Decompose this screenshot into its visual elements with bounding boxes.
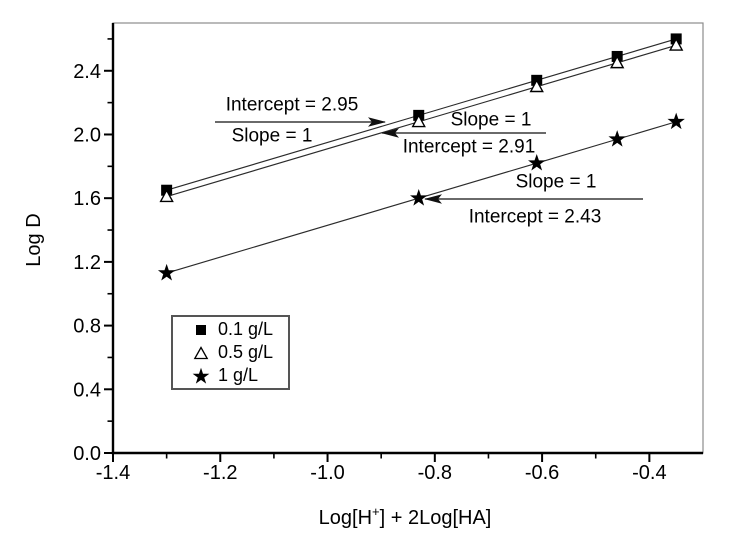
data-point-triangle xyxy=(529,78,544,93)
legend-item: 0.1 g/L xyxy=(191,318,288,341)
legend-item: 1 g/L xyxy=(191,364,288,387)
y-tick-label: 1.6 xyxy=(73,188,101,210)
legend-label: 1 g/L xyxy=(218,365,259,385)
data-point-star xyxy=(157,263,176,281)
annotation-text: Intercept = 2.43 xyxy=(469,207,602,228)
data-point-triangle xyxy=(159,188,174,203)
x-tick-label: -0.4 xyxy=(632,462,666,484)
arrow-left-icon xyxy=(424,194,442,204)
y-tick-label: 1.2 xyxy=(73,252,101,274)
y-tick-label: 2.4 xyxy=(73,61,101,83)
x-tick-label: -1.4 xyxy=(96,462,130,484)
legend-item: 0.5 g/L xyxy=(191,341,288,364)
annotation-text: Intercept = 2.91 xyxy=(403,137,536,158)
y-tick-label: 2.0 xyxy=(73,124,101,146)
data-point-star xyxy=(410,189,428,206)
data-point-triangle xyxy=(669,37,684,51)
x-tick-label: -0.8 xyxy=(418,462,452,484)
data-point-star xyxy=(528,154,546,171)
data-point-star xyxy=(667,112,685,130)
legend-label: 0.1 g/L xyxy=(218,319,274,339)
annotation-text: Slope = 1 xyxy=(516,172,597,193)
x-tick-label: -1.0 xyxy=(310,462,344,484)
arrow-right-icon xyxy=(368,117,386,127)
open-triangle-marker-icon xyxy=(191,345,211,361)
data-point-triangle xyxy=(610,55,625,69)
annotation-text: Slope = 1 xyxy=(232,126,313,147)
x-tick-label: -0.6 xyxy=(525,462,559,484)
data-point-star xyxy=(608,130,626,147)
legend: 0.1 g/L 0.5 g/L 1 g/L xyxy=(171,315,290,390)
y-tick-label: 0.8 xyxy=(73,316,101,338)
x-tick-label: -1.2 xyxy=(203,462,237,484)
annotation-text: Intercept = 2.95 xyxy=(226,95,359,116)
annotation-text: Slope = 1 xyxy=(451,110,532,131)
filled-star-marker-icon xyxy=(191,367,211,385)
y-tick-label: 0.4 xyxy=(73,379,101,401)
y-tick-label: 0.0 xyxy=(73,443,101,465)
y-axis-title: Log D xyxy=(23,213,45,266)
legend-label: 0.5 g/L xyxy=(218,342,274,362)
x-axis-title: Log[H+] + 2Log[HA] xyxy=(319,504,492,529)
filled-square-marker-icon xyxy=(191,322,211,338)
arrow-left-icon xyxy=(381,128,399,138)
data-point-triangle xyxy=(411,113,426,128)
